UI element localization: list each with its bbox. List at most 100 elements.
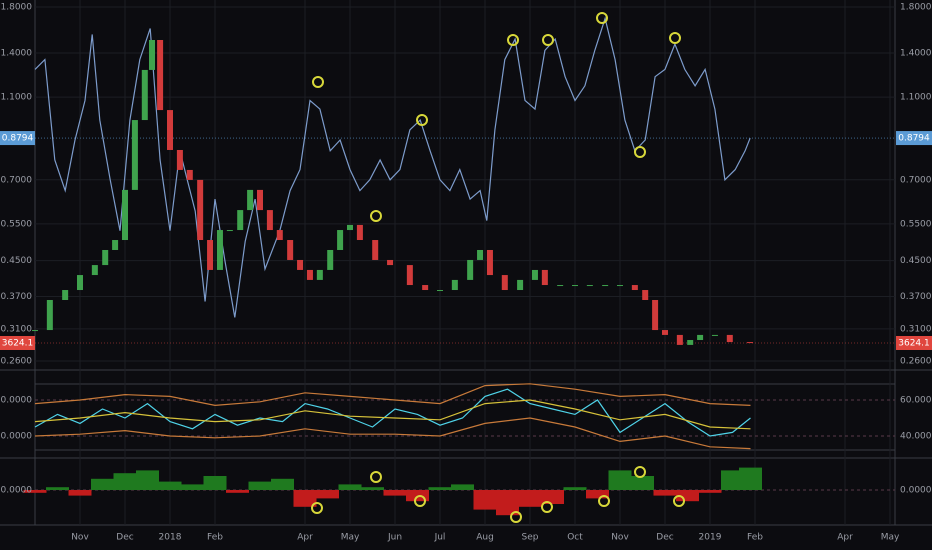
highlight xyxy=(414,495,426,507)
marks-layer xyxy=(23,16,762,516)
highlight xyxy=(370,471,382,483)
series-line xyxy=(34,417,751,450)
candle xyxy=(642,290,649,300)
candle xyxy=(207,240,214,270)
price-marker-label: 3624.1 xyxy=(2,338,34,348)
labels-layer: Nov Dec 2018 Feb Apr May Jun Jul Aug Sep Oct Nov Dec… xyxy=(0,3,932,543)
candle xyxy=(102,249,109,266)
candle xyxy=(356,224,363,241)
candle xyxy=(257,189,263,211)
y-tick-label: 0.3100 xyxy=(1,324,33,334)
grid-layer xyxy=(35,0,895,525)
y-tick-label: 0.4500 xyxy=(1,256,33,266)
oscillator-bar xyxy=(68,490,92,496)
oscillator-bar xyxy=(136,470,159,490)
oscillator-bar xyxy=(473,490,497,510)
oscillator-bar xyxy=(361,487,384,490)
price-marker xyxy=(896,335,932,350)
oscillator-bar xyxy=(293,490,317,507)
price-marker-label: 3624.1 xyxy=(898,338,930,348)
y-tick-label: 1.1000 xyxy=(900,93,932,103)
oscillator-bar xyxy=(653,490,677,496)
oscillator-bar xyxy=(181,484,204,490)
candle xyxy=(477,249,484,260)
y-tick-label: 40.0000 xyxy=(900,432,932,442)
highlight xyxy=(311,502,323,514)
candle xyxy=(422,285,429,291)
x-tick-label: Nov xyxy=(611,533,629,543)
candle xyxy=(557,285,564,287)
candle xyxy=(676,334,683,345)
x-tick-label: Jul xyxy=(434,533,446,543)
y-tick-label: 1.8000 xyxy=(1,3,33,13)
highlight xyxy=(541,501,553,513)
x-tick-label: 2019 xyxy=(699,533,722,543)
candle xyxy=(91,265,98,276)
highlight xyxy=(507,34,519,46)
candle xyxy=(131,120,138,190)
candle xyxy=(541,269,548,286)
x-tick-label: Apr xyxy=(837,533,853,543)
x-tick-label: Feb xyxy=(207,533,223,543)
highlight xyxy=(510,511,522,523)
candle xyxy=(32,330,38,332)
oscillator-bar xyxy=(586,490,609,499)
candle xyxy=(276,230,283,241)
y-tick-label: 0.2600 xyxy=(900,357,932,367)
highlight xyxy=(669,32,681,44)
y-tick-label: 40.0000 xyxy=(0,432,32,442)
candle xyxy=(216,230,223,270)
candle xyxy=(176,149,183,170)
oscillator-bar xyxy=(631,476,654,490)
candle xyxy=(517,279,524,291)
candle xyxy=(586,285,593,287)
oscillator-bar xyxy=(563,487,587,490)
oscillator-bar xyxy=(338,484,362,490)
candle xyxy=(697,334,704,341)
candle xyxy=(387,259,394,266)
candle xyxy=(122,189,128,241)
x-tick-label: Feb xyxy=(747,533,763,543)
y-tick-label: 0.2600 xyxy=(1,357,33,367)
candle xyxy=(297,259,304,270)
candle xyxy=(186,169,193,180)
candle xyxy=(167,110,173,150)
series-line xyxy=(34,383,751,407)
oscillator-bar xyxy=(608,470,632,490)
oscillator-bar xyxy=(316,490,339,499)
highlight xyxy=(312,76,324,88)
y-tick-label: 0.7000 xyxy=(900,175,932,185)
y-tick-label: 0.0000 xyxy=(900,486,932,496)
candle xyxy=(687,340,694,345)
y-tick-label: 1.4000 xyxy=(900,48,932,58)
price-marker xyxy=(0,131,35,146)
candle xyxy=(602,285,609,287)
highlight xyxy=(596,12,608,24)
candle xyxy=(531,269,538,280)
x-tick-label: Aug xyxy=(476,533,494,543)
candle xyxy=(62,290,69,300)
oscillator-bar xyxy=(676,490,699,502)
y-tick-label: 0.0000 xyxy=(1,486,33,496)
candle xyxy=(247,189,254,211)
oscillator-bar xyxy=(721,470,744,490)
x-tick-label: Nov xyxy=(71,533,89,543)
y-tick-label: 0.5500 xyxy=(1,219,33,229)
candle xyxy=(652,299,659,331)
highlight xyxy=(673,495,685,507)
candle xyxy=(347,224,353,231)
x-tick-label: Dec xyxy=(656,533,673,543)
highlight xyxy=(634,466,646,478)
y-tick-label: 0.3100 xyxy=(900,324,932,334)
y-tick-label: 0.3700 xyxy=(1,292,33,302)
y-tick-label: 0.3700 xyxy=(900,292,932,302)
x-tick-label: 2018 xyxy=(159,533,182,543)
x-tick-label: May xyxy=(341,533,360,543)
oscillator-bar xyxy=(226,490,249,493)
y-tick-label: 60.0000 xyxy=(0,396,32,406)
y-tick-label: 0.4500 xyxy=(900,256,932,266)
oscillator-bar xyxy=(451,484,474,490)
candle xyxy=(149,39,155,70)
